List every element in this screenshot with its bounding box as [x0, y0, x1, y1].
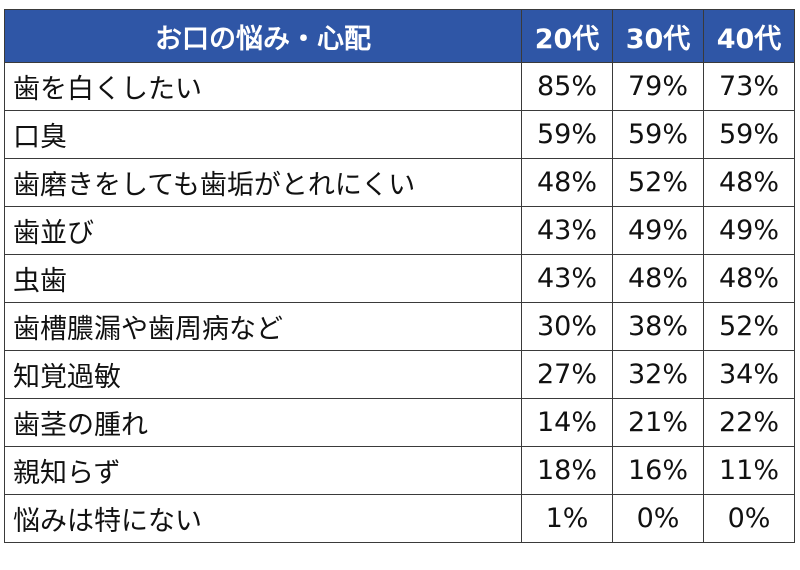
- table-row: 歯を白くしたい 85% 79% 73%: [4, 62, 795, 111]
- value-40s: 11%: [703, 446, 795, 495]
- value-40s: 49%: [703, 206, 795, 255]
- table-row: 虫歯 43% 48% 48%: [4, 254, 795, 303]
- value-20s: 48%: [521, 158, 613, 207]
- header-label: お口の悩み・心配: [4, 9, 522, 63]
- value-40s: 0%: [703, 494, 795, 543]
- row-label: 親知らず: [4, 446, 522, 495]
- value-40s: 48%: [703, 158, 795, 207]
- value-20s: 1%: [521, 494, 613, 543]
- table-row: 知覚過敏 27% 32% 34%: [4, 350, 795, 399]
- row-label: 悩みは特にない: [4, 494, 522, 543]
- concern-table-container: お口の悩み・心配 20代 30代 40代 歯を白くしたい 85% 79% 73% 口臭 5…: [4, 9, 795, 543]
- value-40s: 48%: [703, 254, 795, 303]
- value-30s: 38%: [612, 302, 704, 351]
- value-30s: 32%: [612, 350, 704, 399]
- row-label: 歯槽膿漏や歯周病など: [4, 302, 522, 351]
- value-20s: 14%: [521, 398, 613, 447]
- value-30s: 59%: [612, 110, 704, 159]
- value-20s: 43%: [521, 254, 613, 303]
- value-20s: 18%: [521, 446, 613, 495]
- value-40s: 73%: [703, 62, 795, 111]
- row-label: 虫歯: [4, 254, 522, 303]
- value-20s: 85%: [521, 62, 613, 111]
- value-20s: 30%: [521, 302, 613, 351]
- value-30s: 48%: [612, 254, 704, 303]
- value-30s: 16%: [612, 446, 704, 495]
- value-30s: 21%: [612, 398, 704, 447]
- oral-concerns-table: お口の悩み・心配 20代 30代 40代 歯を白くしたい 85% 79% 73% 口臭 5…: [4, 9, 795, 543]
- table-row: 歯並び 43% 49% 49%: [4, 206, 795, 255]
- table-header: お口の悩み・心配 20代 30代 40代: [4, 9, 795, 63]
- value-40s: 59%: [703, 110, 795, 159]
- table-row: 歯槽膿漏や歯周病など 30% 38% 52%: [4, 302, 795, 351]
- value-40s: 34%: [703, 350, 795, 399]
- value-30s: 79%: [612, 62, 704, 111]
- row-label: 歯並び: [4, 206, 522, 255]
- row-label: 歯磨きをしても歯垢がとれにくい: [4, 158, 522, 207]
- value-20s: 27%: [521, 350, 613, 399]
- value-30s: 52%: [612, 158, 704, 207]
- row-label: 知覚過敏: [4, 350, 522, 399]
- table-row: 歯茎の腫れ 14% 21% 22%: [4, 398, 795, 447]
- table-body: 歯を白くしたい 85% 79% 73% 口臭 59% 59% 59% 歯磨きをしても歯垢がとれに…: [4, 62, 795, 543]
- value-20s: 43%: [521, 206, 613, 255]
- row-label: 歯を白くしたい: [4, 62, 522, 111]
- header-col-30s: 30代: [612, 9, 704, 63]
- value-30s: 0%: [612, 494, 704, 543]
- row-label: 口臭: [4, 110, 522, 159]
- table-row: 悩みは特にない 1% 0% 0%: [4, 494, 795, 543]
- value-40s: 22%: [703, 398, 795, 447]
- table-row: 口臭 59% 59% 59%: [4, 110, 795, 159]
- header-col-40s: 40代: [703, 9, 795, 63]
- value-30s: 49%: [612, 206, 704, 255]
- header-row: お口の悩み・心配 20代 30代 40代: [4, 9, 795, 63]
- value-20s: 59%: [521, 110, 613, 159]
- table-row: 歯磨きをしても歯垢がとれにくい 48% 52% 48%: [4, 158, 795, 207]
- value-40s: 52%: [703, 302, 795, 351]
- table-row: 親知らず 18% 16% 11%: [4, 446, 795, 495]
- header-col-20s: 20代: [521, 9, 613, 63]
- row-label: 歯茎の腫れ: [4, 398, 522, 447]
